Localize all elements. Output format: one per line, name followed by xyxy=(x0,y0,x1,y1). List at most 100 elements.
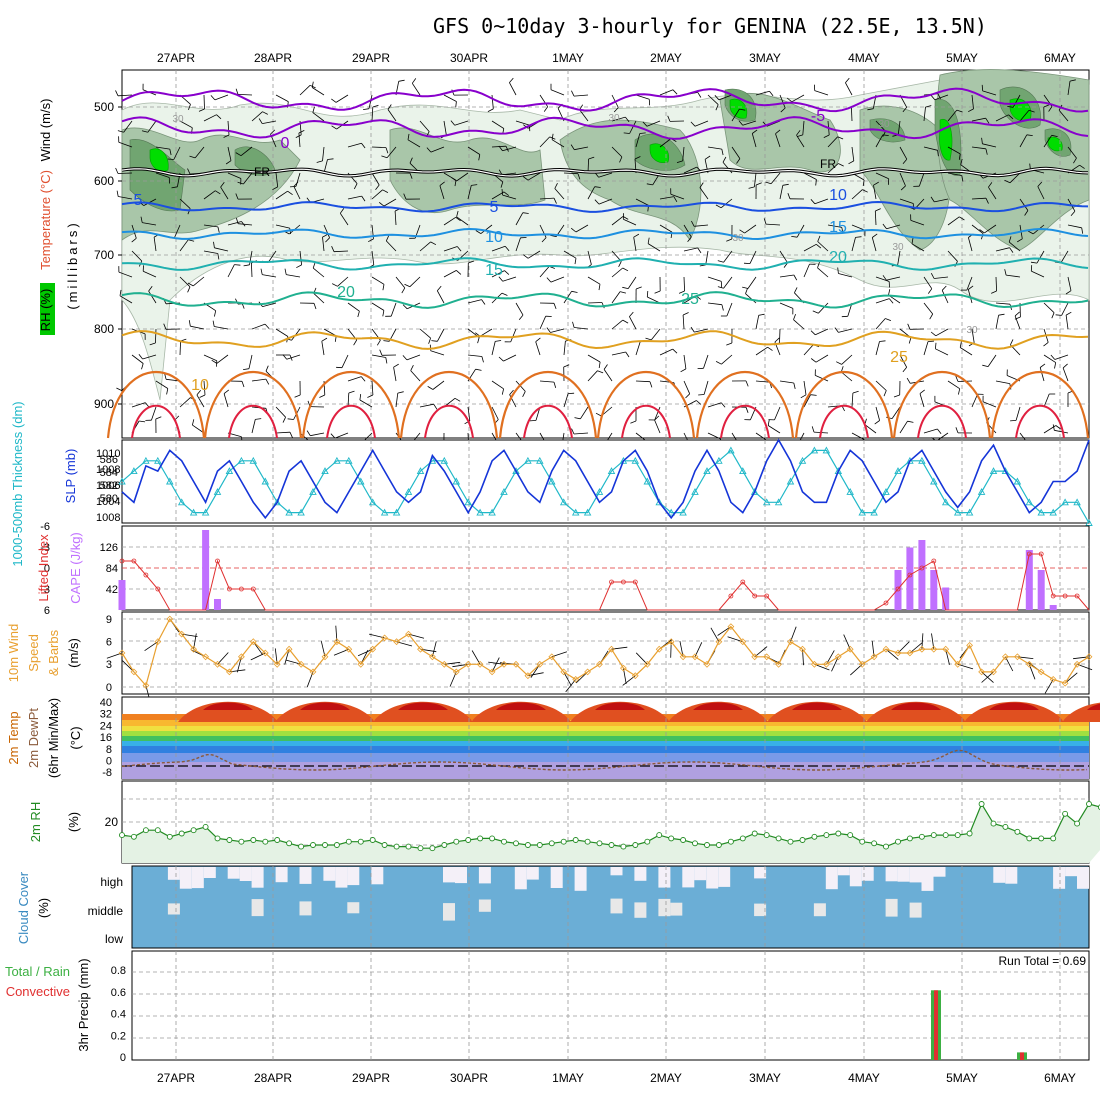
barb-staff xyxy=(934,198,949,203)
barb-flag xyxy=(979,229,985,234)
wind-speed-point xyxy=(655,645,663,653)
barb-staff xyxy=(333,250,349,253)
barb-flag xyxy=(883,390,887,397)
barb-staff xyxy=(851,146,855,161)
cloud-cell-middle xyxy=(670,902,683,916)
barb-flag xyxy=(958,153,961,160)
cape-tick: 84 xyxy=(106,563,118,575)
li-point xyxy=(907,572,913,578)
barb-staff xyxy=(407,139,421,148)
barb-staff xyxy=(851,432,865,440)
barb-staff xyxy=(851,106,853,122)
barb-flag xyxy=(1062,363,1068,369)
barb-flag xyxy=(115,90,119,96)
barb-flag xyxy=(1055,425,1061,430)
barb-staff xyxy=(179,397,191,408)
barb-flag xyxy=(393,363,399,368)
li-tick: 0 xyxy=(44,563,50,575)
cape-bar xyxy=(918,540,926,610)
rh2m-point xyxy=(429,845,436,852)
wind-speed-point xyxy=(1073,660,1081,668)
barb-flag xyxy=(739,229,745,234)
barb-staff xyxy=(539,94,549,107)
rh2m-point xyxy=(322,842,328,848)
contour-label: 30 xyxy=(732,233,744,244)
barb-staff xyxy=(751,133,757,148)
barb-staff xyxy=(515,212,524,226)
barb-flag xyxy=(571,290,578,293)
barb-staff xyxy=(118,196,133,200)
date-label-bottom: 6MAY xyxy=(1044,1071,1076,1085)
barb-flag xyxy=(698,394,705,396)
barb-flag xyxy=(902,158,908,165)
wind-speed-point xyxy=(118,649,126,657)
barb-flag xyxy=(715,204,722,209)
temp-tick: 24 xyxy=(100,720,112,732)
barb-staff xyxy=(275,172,279,187)
barb-flag xyxy=(212,320,215,327)
barb-staff xyxy=(371,106,374,122)
barb-staff xyxy=(838,328,853,333)
contour-30 xyxy=(106,371,206,439)
pressure-ticks: 500 600 700 800 900 xyxy=(94,100,122,411)
barb-staff xyxy=(731,146,741,159)
barb-staff xyxy=(875,276,890,282)
date-label-bottom: 29APR xyxy=(352,1071,390,1085)
wind-speed-point xyxy=(130,668,138,676)
barb-staff xyxy=(683,276,685,292)
barb-flag xyxy=(726,238,733,242)
barb-flag xyxy=(852,390,859,394)
barb-staff xyxy=(563,250,577,259)
rh2m-point xyxy=(381,842,388,848)
barb-staff xyxy=(851,392,854,408)
wind-speed-point xyxy=(440,660,448,668)
wind-speed-point xyxy=(249,638,257,646)
barb-staff xyxy=(670,193,685,200)
barb-flag xyxy=(431,340,438,342)
barb-staff xyxy=(491,341,496,356)
rh2m-point xyxy=(453,838,460,845)
wind-speed-point xyxy=(166,615,174,623)
barb-flag xyxy=(192,419,195,426)
barb-staff xyxy=(371,189,383,200)
temp-hump-peak xyxy=(398,702,448,710)
cloud-cell-high xyxy=(574,867,587,891)
barb-flag xyxy=(930,94,936,100)
barb-staff xyxy=(347,392,350,408)
barb-staff xyxy=(515,302,524,316)
barb-flag xyxy=(930,273,935,279)
barb-staff xyxy=(611,216,624,226)
barb-staff xyxy=(395,276,406,289)
barb-flag xyxy=(745,380,749,387)
barb-staff xyxy=(707,432,721,440)
barb-flag xyxy=(255,418,262,420)
barb-flag xyxy=(325,237,330,243)
barb-flag xyxy=(571,90,575,97)
rh2m-point xyxy=(1002,823,1009,830)
barb-staff xyxy=(770,172,781,185)
barb-flag xyxy=(955,375,959,382)
barb-flag xyxy=(235,88,239,95)
barb-flag xyxy=(216,114,222,120)
barb-staff xyxy=(203,224,218,228)
cape-bars xyxy=(118,530,1057,610)
thickness-point xyxy=(357,477,365,485)
barb-flag xyxy=(937,150,939,157)
barb-staff xyxy=(227,120,230,136)
barb-staff xyxy=(726,302,733,317)
barb-flag xyxy=(882,223,887,230)
barb-staff xyxy=(875,380,887,391)
barb-flag xyxy=(167,158,174,160)
cloud-cell-high xyxy=(478,867,491,884)
barb-staff xyxy=(439,185,445,200)
rh2m-point xyxy=(214,835,221,842)
barb-staff xyxy=(203,250,218,254)
temp-hump-peak xyxy=(891,702,941,710)
thickness-point xyxy=(762,498,771,506)
barb-flag xyxy=(571,428,575,435)
barb-staff xyxy=(117,94,133,97)
barb-flag xyxy=(1070,210,1076,217)
rh2m-unit: (%) xyxy=(66,812,81,832)
